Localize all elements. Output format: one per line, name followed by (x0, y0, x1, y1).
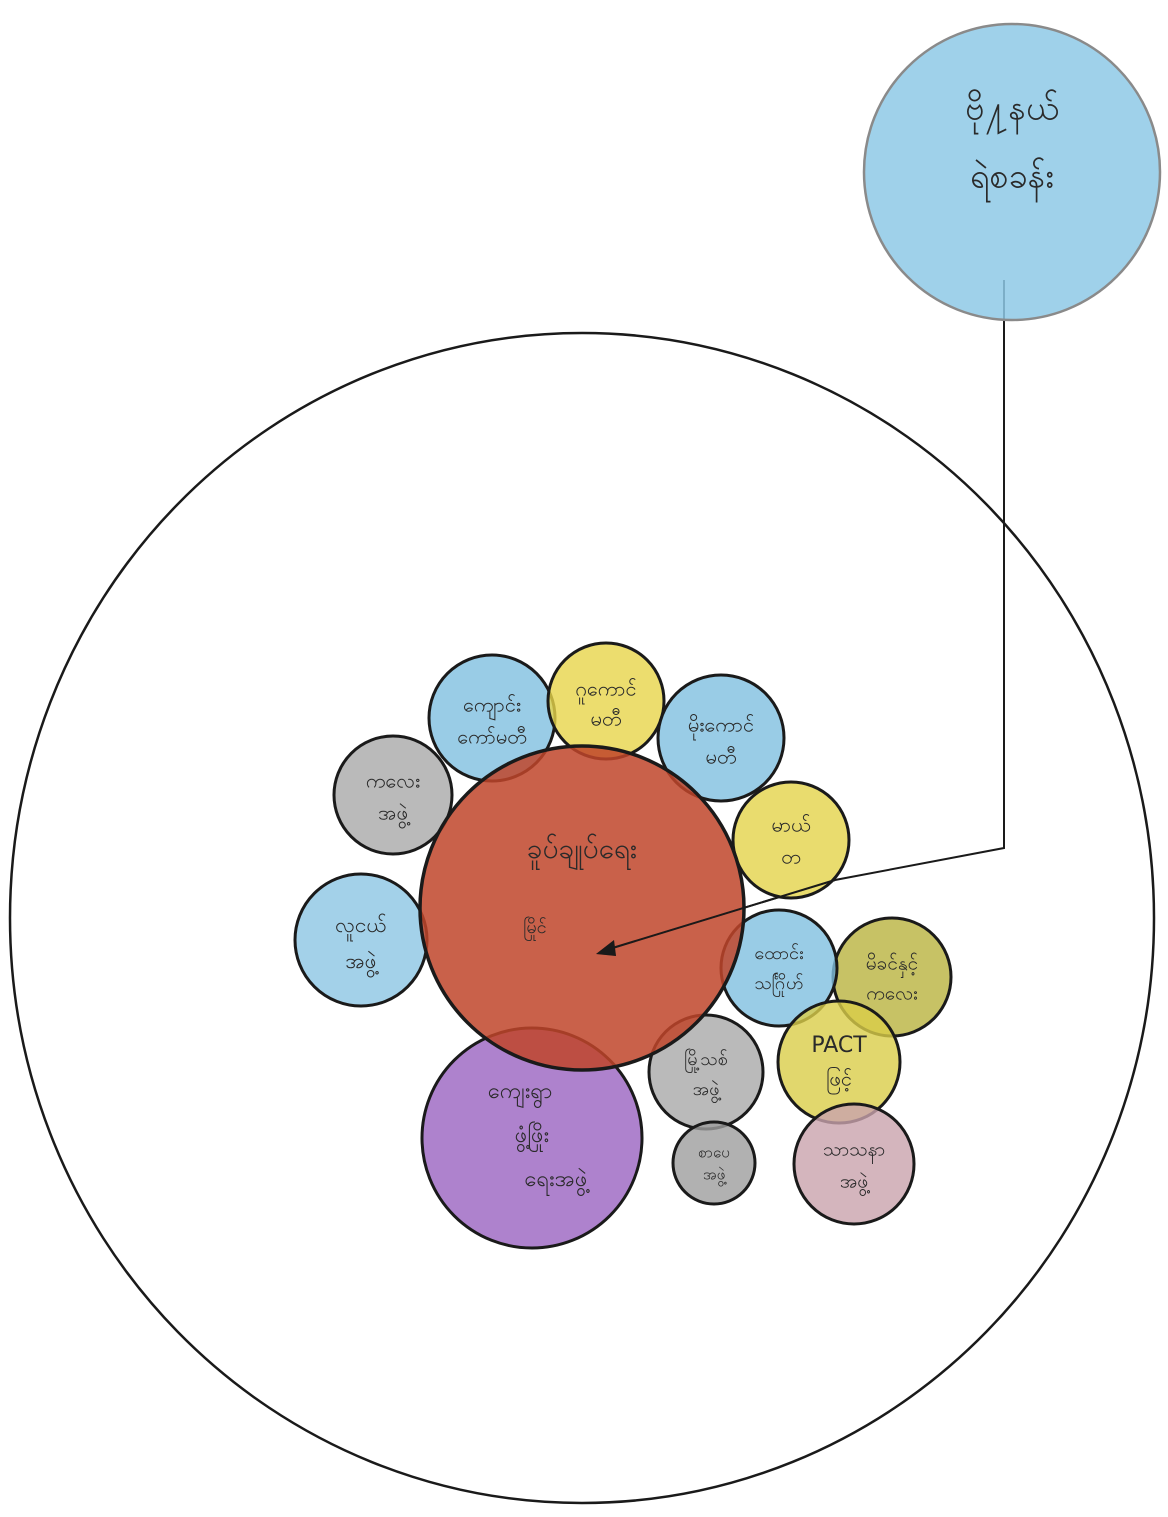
circle-label: မိခင်နှင့် (866, 952, 919, 979)
circle-label: ကလေး (866, 983, 918, 1005)
circle-label: သင်္ဂြိုဟ် (754, 972, 803, 997)
community-boundary (8, 331, 1156, 1505)
circle-right-blue: ထောင်း သင်္ဂြိုဟ် (719, 908, 839, 1028)
circle-label: မတီ (706, 745, 737, 769)
circle-label: ထောင်း (754, 943, 803, 964)
circle-pact-yellow: PACT ဖြင့် (776, 999, 902, 1125)
circle-label: ရေးအဖွဲ့ (525, 1167, 591, 1197)
circle-label: ကျောင်း (463, 693, 521, 721)
circle-label: သာသနာ (823, 1139, 885, 1165)
circle-label: မတီ (591, 707, 622, 731)
center-circle-title: ခူပ်ချုပ်ရေး (527, 831, 637, 871)
circle-label: အဖွဲ့ (703, 1166, 728, 1187)
center-circle: ခူပ်ချုပ်ရေး မြိုင် (418, 744, 746, 1072)
circle-label: မာယ် (771, 813, 810, 837)
circle-right-yellow: မာယ် တ (731, 780, 851, 900)
circle-label: အဖွဲ့ (840, 1170, 870, 1196)
circle-gray-small: စာပေ အဖွဲ့ (671, 1120, 757, 1206)
circle-label: ဖွံ့ဖြိုး (515, 1121, 549, 1153)
circle-label: အဖွဲ့ (693, 1079, 722, 1103)
circle-left-gray: ကလေး အဖွဲ့ (332, 734, 454, 856)
circle-label: စာပေ (698, 1144, 729, 1162)
circle-label: ဂူကောင် (575, 677, 636, 705)
circle-purple: ကျေးရွာ ဖွံ့ဖြိုး ရေးအဖွဲ့ (420, 1026, 644, 1250)
circle-pink-gray: သာသနာ အဖွဲ့ (792, 1102, 916, 1226)
circle-label: ကော်မတီ (457, 725, 527, 749)
connector-arrowhead-overlay (596, 940, 616, 956)
circle-label: တ (781, 845, 800, 869)
external-circle: ဗို႔နယ် ရဲစခန်း (862, 22, 1162, 322)
circle-left-blue: လူငယ် အဖွဲ့ (293, 872, 429, 1008)
circle-label: PACT (811, 1033, 867, 1058)
connector-line-overlay (605, 879, 836, 951)
external-circle-line-2: ရဲစခန်း (970, 157, 1054, 203)
circle-top-left-blue: ကျောင်း ကော်မတီ (427, 653, 557, 783)
center-circle-subtitle: မြိုင် (523, 916, 546, 941)
circle-label: မိုးကောင် (688, 713, 754, 741)
circle-top-yellow: ဂူကောင် မတီ (546, 641, 666, 761)
circle-label: ကလေး (366, 769, 420, 793)
external-circle-line-1: ဗို႔နယ် (965, 89, 1059, 135)
circle-label: ဖြင့် (826, 1067, 852, 1095)
circle-label: မြို့သစ် (684, 1048, 728, 1073)
circle-top-right-blue: မိုးကောင် မတီ (656, 673, 786, 803)
circle-label: အဖွဲ့ (378, 801, 410, 829)
